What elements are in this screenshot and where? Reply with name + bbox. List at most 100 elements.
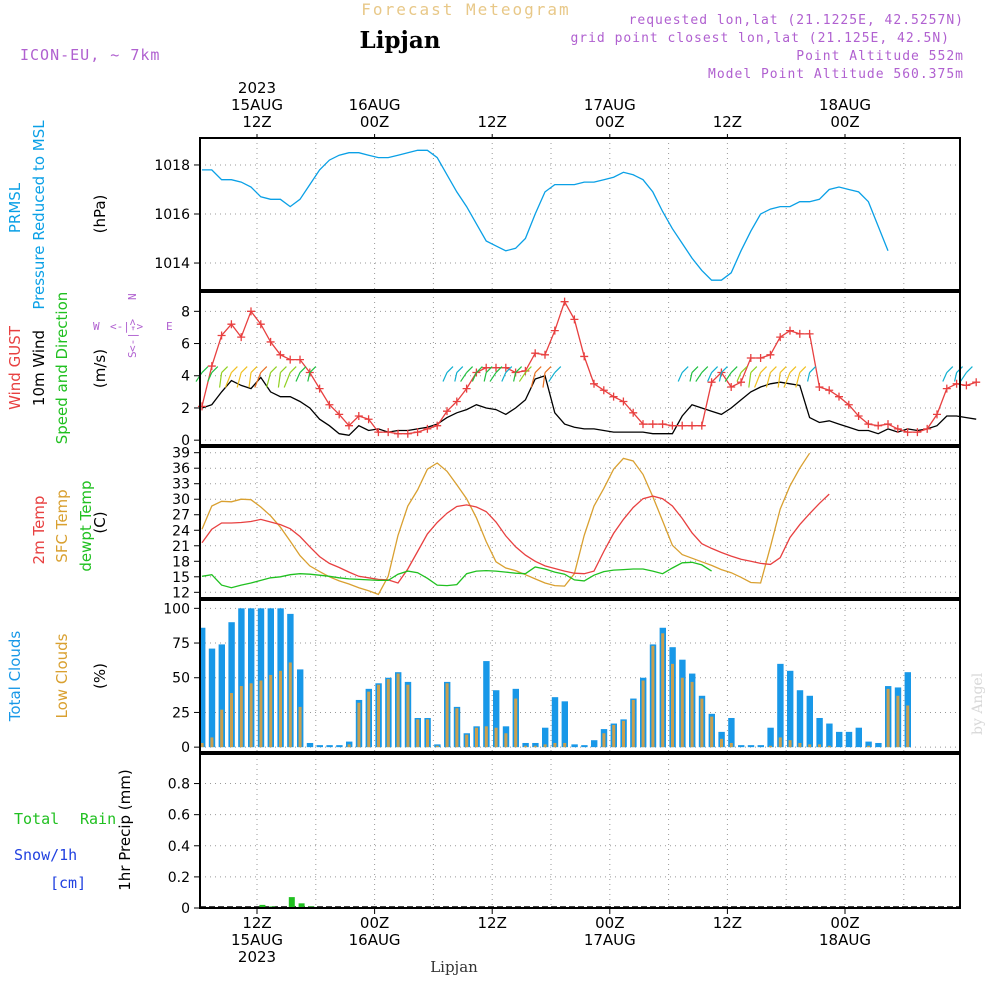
low-cloud-bar [396,673,400,748]
ytick-label-precip: 0.4 [168,839,190,855]
wind-arrow-head [211,366,219,373]
wind-arrow [460,372,468,382]
ytick-label-temperature: 18 [172,554,190,570]
wind-gust-line-point [501,363,510,372]
low-cloud-bar [524,745,527,748]
ytick-label-clouds: 0 [181,740,190,756]
total-cloud-bar [747,745,755,748]
wind-gust-line-point [678,421,687,430]
low-cloud-bar [465,734,469,748]
time-label-top: 00Z [595,113,624,131]
total-cloud-bar [728,717,735,748]
low-cloud-bar [298,706,302,748]
wind-arrow [483,372,487,382]
ytick-label-temperature: 15 [172,570,190,586]
wind-arrow [765,372,771,388]
wind-arrow [754,372,762,388]
low-cloud-bar [347,744,351,748]
rain-bar [298,903,305,908]
total-cloud-bar [875,742,882,748]
unit-label-temperature: (C) [91,511,109,533]
credit-label: by Angel [970,672,986,735]
wind-gust-line-point [962,381,971,390]
ylabel-prmsl: PRMSL [6,182,24,233]
ytick-label-pressure: 1016 [154,207,190,223]
unit-label-wind: (m/s) [91,349,109,388]
low-cloud-bar [220,709,224,748]
ylabel-dewpt-temp: dewpt Temp [77,480,95,571]
low-cloud-bar [720,738,723,748]
low-cloud-bar [367,691,371,748]
wind-arrow-head [701,366,709,373]
wind-arrow-head [475,366,483,373]
wind-arrow-head [515,366,523,373]
wind-gust-line-point [609,392,618,401]
wind-gust-line-point [776,333,785,342]
wind-arrow [677,372,683,382]
low-cloud-bar [729,742,733,748]
wind-arrow-head [279,366,287,373]
wind-arrow [224,372,232,388]
wind-gust-line-point [737,378,745,387]
wind-arrow [695,372,703,382]
low-cloud-bar [827,745,831,748]
ylabel-1hr-precip: 1hr Precip (mm) [116,769,134,890]
wind-gust-line-point [276,350,285,359]
label-rain: Rain [80,810,116,828]
wind-gust-line-point [354,412,363,421]
wind-arrow-head [270,366,278,373]
grid-point-coords: grid point closest lon,lat (21.125E, 42.… [570,31,950,46]
wind-gust-line-point [639,420,647,429]
wind-gust-line-point [658,420,667,429]
time-label-bottom: 00Z [360,914,389,932]
wind-gust-line-point [786,326,794,335]
wind-arrow [236,372,242,388]
wind-gust-line-point [707,378,716,387]
time-label-bottom: 2023 [238,948,276,966]
ytick-label-precip: 0.8 [168,777,190,793]
label-total: Total [14,810,59,828]
wind-gust-line-point [884,420,892,429]
wind-arrow [718,372,722,382]
total-cloud-bar [826,723,833,748]
time-label-top: 12Z [713,113,742,131]
wind-arrow-head [681,366,689,373]
low-cloud-bar [641,680,645,748]
compass-north: N [126,293,139,300]
wind-arrow-head [544,366,552,373]
wind-gust-line-point [590,379,598,388]
wind-arrow [689,372,693,382]
time-label-bottom: 00Z [830,914,859,932]
low-cloud-bar [700,698,704,748]
dewpt-temp-line [201,561,712,589]
wind-gust-line-point [913,428,922,437]
low-cloud-bar [514,698,518,748]
low-cloud-bar [808,744,812,748]
compass-arrows-h: <-|-> [110,320,143,333]
wind-arrow [530,372,536,388]
sfc-temp-line [201,452,811,596]
wind-gust-line-point [619,397,628,406]
wind-gust-line-point [433,421,442,430]
wind-arrow-head [260,366,268,373]
wind-arrow [942,372,948,382]
wind-arrow-head [221,366,229,373]
wind-arrow-head [809,366,817,373]
total-cloud-bar [257,608,265,748]
wind-arrow [783,372,791,388]
total-cloud-bar [493,690,500,748]
wind-gust-line-point [345,421,353,430]
wind-gust-line-point [727,383,736,392]
wind-gust-line-point [247,307,255,316]
low-cloud-bar [886,688,890,748]
total-cloud-bar [777,663,784,748]
total-cloud-bar [591,740,598,748]
wind-gust-line-point [766,350,775,359]
ytick-label-temperature: 27 [172,508,190,524]
panel-frame-precip [199,753,961,909]
wind-arrow-head [769,366,777,373]
model-altitude: Model Point Altitude 560.375m [708,67,964,82]
low-cloud-bar [416,719,420,748]
wind-arrow [724,372,732,382]
